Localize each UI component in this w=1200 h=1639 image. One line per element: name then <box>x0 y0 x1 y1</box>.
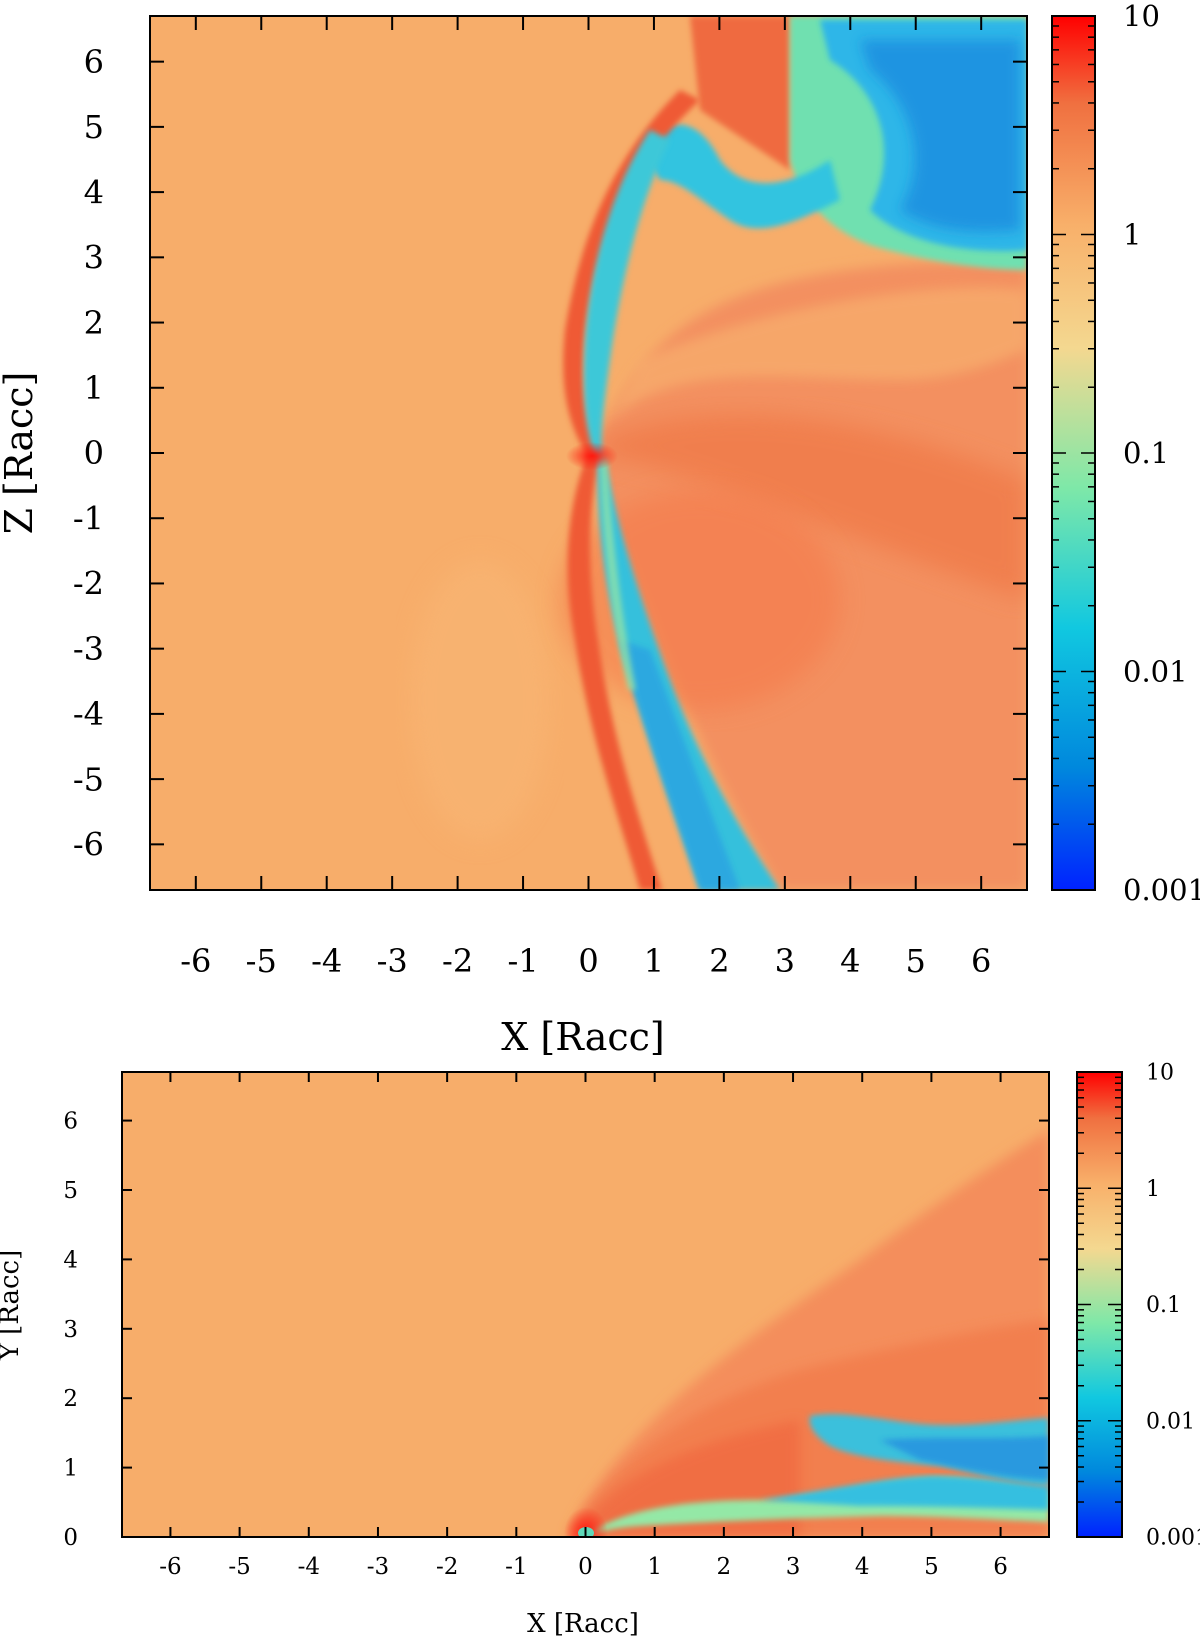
colorbar-label: 1 <box>1123 218 1141 252</box>
colorbar-label: 0.001 <box>1123 873 1200 907</box>
y-tick-label: 5 <box>84 108 104 146</box>
colorbar-label: 0.01 <box>1123 655 1188 689</box>
colorbar-label: 10 <box>1123 0 1160 33</box>
x-tick-label: 3 <box>775 942 795 980</box>
x-tick-label: 1 <box>644 942 664 980</box>
axis-ticks-bottom <box>122 1072 1049 1538</box>
x-tick-label: -1 <box>505 1554 527 1580</box>
y-tick-label: 5 <box>63 1178 78 1204</box>
x-tick-label: -5 <box>228 1554 250 1580</box>
x-axis-label-bottom: X [Racc] <box>527 1609 639 1639</box>
x-tick-label: 6 <box>993 1554 1008 1580</box>
x-tick-label: -5 <box>246 942 277 980</box>
lower-stream-core <box>760 1476 1049 1510</box>
y-tick-label: 6 <box>84 43 104 81</box>
x-tick-label: 5 <box>906 942 926 980</box>
hotspot <box>566 442 618 470</box>
colorbar-labels-bottom: 10 1 0.1 0.01 0.001 <box>1146 1061 1200 1551</box>
x-tick-label: -3 <box>377 942 408 980</box>
y-tick-label: 2 <box>63 1386 78 1412</box>
x-tick-label: 1 <box>647 1554 662 1580</box>
upper-red-strip <box>690 16 790 170</box>
x-tick-label: -2 <box>436 1554 458 1580</box>
bow-shock <box>563 90 700 890</box>
x-tick-label: 6 <box>971 942 991 980</box>
x-tick-label: -1 <box>507 942 538 980</box>
x-tick-label: 0 <box>578 1554 593 1580</box>
y-tick-label: 0 <box>63 1525 78 1551</box>
y-tick-label: 4 <box>84 173 104 211</box>
colorbar-labels-top: 10 1 0.1 0.01 0.001 <box>1123 0 1200 907</box>
y-tick-label: 6 <box>63 1109 78 1135</box>
upper-deep-blue <box>860 40 1020 232</box>
x-tick-label: -2 <box>442 942 473 980</box>
y-tick-label: 4 <box>63 1247 78 1273</box>
upper-tail <box>583 130 670 455</box>
x-tick-label: -4 <box>311 942 342 980</box>
wake-region <box>595 414 1027 600</box>
upper-plateau <box>610 287 1027 420</box>
colorbar-label: 1 <box>1146 1177 1160 1202</box>
faint-region <box>410 560 550 840</box>
y-axis-label-top: Z [Racc] <box>0 372 41 535</box>
x-tick-labels-bottom: -6 -5 -4 -3 -2 -1 0 1 2 3 4 5 6 <box>159 1554 1008 1580</box>
x-tick-label: 2 <box>717 1554 732 1580</box>
y-tick-label: 1 <box>84 369 104 407</box>
axis-ticks-top <box>150 16 1027 890</box>
x-tick-label: 3 <box>786 1554 801 1580</box>
y-tick-label: 1 <box>63 1456 78 1482</box>
x-tick-labels-top: -6 -5 -4 -3 -2 -1 0 1 2 3 4 5 6 <box>180 942 991 980</box>
y-tick-labels-bottom: 6 5 4 3 2 1 0 <box>63 1109 78 1551</box>
colorbar-label: 0.1 <box>1146 1293 1181 1318</box>
x-tick-label: 4 <box>840 942 860 980</box>
x-tick-label: -4 <box>298 1554 320 1580</box>
hotspot <box>564 1507 608 1537</box>
colorbar-label: 0.1 <box>1123 436 1169 470</box>
x-axis-label-top: X [Racc] <box>501 1015 665 1059</box>
x-tick-label: -3 <box>367 1554 389 1580</box>
x-tick-label: 4 <box>855 1554 870 1580</box>
heatmap-top <box>150 16 1027 890</box>
colorbar-ticks-top <box>1052 25 1095 891</box>
colorbar-label: 10 <box>1146 1061 1174 1086</box>
y-tick-label: 3 <box>84 239 104 277</box>
y-tick-label: -5 <box>73 760 104 798</box>
x-tick-label: -6 <box>159 1554 181 1580</box>
y-tick-labels-top: 6 5 4 3 2 1 0 -1 -2 -3 -4 -5 -6 <box>73 43 104 864</box>
blue-filament <box>640 124 840 229</box>
x-tick-label: 2 <box>709 942 729 980</box>
y-tick-label: -6 <box>73 826 104 864</box>
lower-tail-core <box>620 640 740 890</box>
panel-top: -6 -5 -4 -3 -2 -1 0 1 2 3 4 5 6 6543210-1-2-3-4-5-6 … <box>0 0 1200 1059</box>
x-tick-label: 0 <box>578 942 598 980</box>
heatmap-bottom <box>122 1072 1049 1537</box>
y-tick-label: -2 <box>73 565 104 603</box>
colorbar-ticks-bottom <box>1077 1076 1122 1538</box>
y-tick-label: -1 <box>73 499 104 537</box>
y-tick-label: -3 <box>73 630 104 668</box>
colorbar-label: 0.01 <box>1146 1409 1195 1434</box>
colorbar-label: 0.001 <box>1146 1526 1200 1551</box>
tail-edge <box>600 458 636 690</box>
y-tick-label: 0 <box>84 434 104 472</box>
y-axis-label-bottom: Y [Racc] <box>0 1250 25 1362</box>
x-tick-label: -6 <box>180 942 211 980</box>
upper-stream-core <box>880 1436 1049 1480</box>
y-tick-label: 2 <box>84 304 104 342</box>
y-tick-label: -4 <box>73 695 104 733</box>
y-tick-label: 3 <box>63 1317 78 1343</box>
x-tick-label: 5 <box>924 1554 939 1580</box>
